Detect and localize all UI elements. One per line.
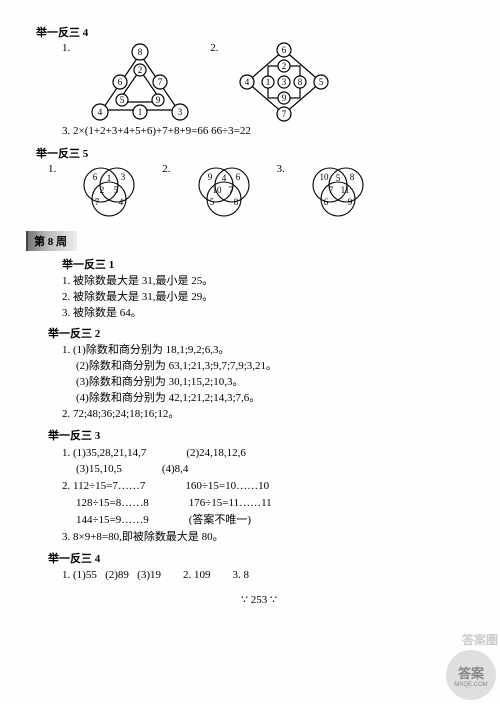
w8-s1-title: 举一反三 1 [62,256,470,272]
svg-text:6: 6 [235,172,240,182]
w8-s3-title: 举一反三 3 [48,427,470,443]
w8-s2-l5: 2. 72;48;36;24;18;16;12。 [62,407,470,422]
venn-1: 6 3 7 4 15 2 [76,163,142,221]
page-number: ∵ 253 ∵ [48,593,470,606]
svg-text:5: 5 [209,197,214,207]
svg-text:4: 4 [119,197,124,207]
venn3-label: 3. [277,163,285,175]
w8-s2-title: 举一反三 2 [48,325,470,341]
svg-text:7: 7 [95,197,100,207]
svg-text:7: 7 [158,77,163,87]
svg-text:2: 2 [281,61,286,71]
w8-s1-l2: 2. 被除数最大是 31,最小是 29。 [62,290,470,305]
svg-text:9: 9 [281,93,286,103]
svg-text:5: 5 [114,185,119,195]
svg-text:3: 3 [178,107,183,117]
svg-text:5: 5 [318,77,323,87]
svg-text:6: 6 [93,172,98,182]
section-4-title: 举一反三 4 [36,24,470,40]
svg-text:1: 1 [265,77,270,87]
corner-watermark: 答案圈 [462,631,498,648]
svg-text:1: 1 [107,173,112,183]
fig2-label: 2. [210,42,218,54]
w8-s3-r4b: 176÷15=11……11 [189,496,272,511]
w8-s4-l1: 1. (1)55 (2)89 (3)19 2. 109 3. 8 [62,568,470,583]
w8-s1-l3: 3. 被除数是 64。 [62,306,470,321]
svg-text:9: 9 [156,95,161,105]
svg-text:7: 7 [329,185,334,195]
watermark-text-2: MXQE.COM [454,682,487,688]
svg-text:4: 4 [244,77,249,87]
section-4-expr: 3. 2×(1+2+3+4+5+6)+7+8+9=66 66÷3=22 [62,124,470,139]
triangle-diagram: 8 4 3 6 7 1 2 5 9 [90,42,190,122]
svg-text:10: 10 [212,185,222,195]
svg-text:10: 10 [319,172,329,182]
svg-text:6: 6 [281,45,286,55]
svg-text:8: 8 [350,172,355,182]
svg-text:2: 2 [138,65,143,75]
svg-text:8: 8 [138,47,143,57]
svg-text:5: 5 [120,95,125,105]
svg-text:5: 5 [336,173,341,183]
svg-text:8: 8 [297,77,302,87]
svg-text:3: 3 [281,77,286,87]
venn-2: 9 6 5 8 47 10 [191,163,257,221]
section-5-title: 举一反三 5 [36,145,470,161]
svg-text:8: 8 [233,197,238,207]
w8-s2-l1: 1. (1)除数和商分别为 18,1;9,2;6,3。 [62,343,470,358]
week-8-title: 第 8 周 [26,231,77,251]
venn2-label: 2. [162,163,170,175]
w8-s3-r1a: 1. (1)35,28,21,14,7 [62,446,146,461]
w8-s3-r4a: 128÷15=8……8 [76,496,149,511]
svg-text:6: 6 [118,77,123,87]
w8-s4-title: 举一反三 4 [48,550,470,566]
fig1-label: 1. [62,42,70,54]
watermark-text-1: 答案 [458,663,484,682]
w8-s2-l4: (4)除数和商分别为 42,1;21,2;14,3;7,6。 [76,391,470,406]
w8-s3-r3b: 160÷15=10……10 [185,479,269,494]
venn1-label: 1. [48,163,56,175]
svg-text:7: 7 [228,185,233,195]
page-content: 举一反三 4 1. 8 4 3 6 7 [0,0,500,616]
w8-s1-l1: 1. 被除数最大是 31,最小是 25。 [62,274,470,289]
w8-s3-r2b: (4)8,4 [162,462,189,477]
w8-s3-r6: 3. 8×9+8=80,即被除数最大是 80。 [62,530,470,545]
section-5-figures: 1. 63 74 15 2 2. 96 58 47 10 3. [48,163,470,221]
w8-s3-r5b: (答案不唯一) [189,513,251,528]
svg-text:7: 7 [281,109,286,119]
venn-3: 10 8 6 9 5 11 7 [305,163,371,221]
section-4-figures: 1. 8 4 3 6 7 1 2 [48,42,470,122]
svg-text:3: 3 [121,172,126,182]
w8-s3-r3a: 2. 112÷15=7……7 [62,479,145,494]
svg-text:11: 11 [340,185,349,195]
svg-text:6: 6 [324,197,329,207]
diamond-diagram: 6 5 7 4 2 8 9 1 3 [239,42,329,122]
svg-text:1: 1 [138,107,143,117]
w8-s3-r1b: (2)24,18,12,6 [186,446,246,461]
w8-s2-l3: (3)除数和商分别为 30,1;15,2;10,3。 [76,375,470,390]
svg-text:9: 9 [348,197,353,207]
w8-s3-r2a: (3)15,10,5 [76,462,122,477]
svg-text:2: 2 [100,185,105,195]
svg-text:4: 4 [221,173,226,183]
watermark-badge: 答案 MXQE.COM [446,650,496,700]
w8-s3-r5a: 144÷15=9……9 [76,513,149,528]
svg-text:4: 4 [98,107,103,117]
svg-text:9: 9 [207,172,212,182]
w8-s2-l2: (2)除数和商分别为 63,1;21,3;9,7;7,9;3,21。 [76,359,470,374]
